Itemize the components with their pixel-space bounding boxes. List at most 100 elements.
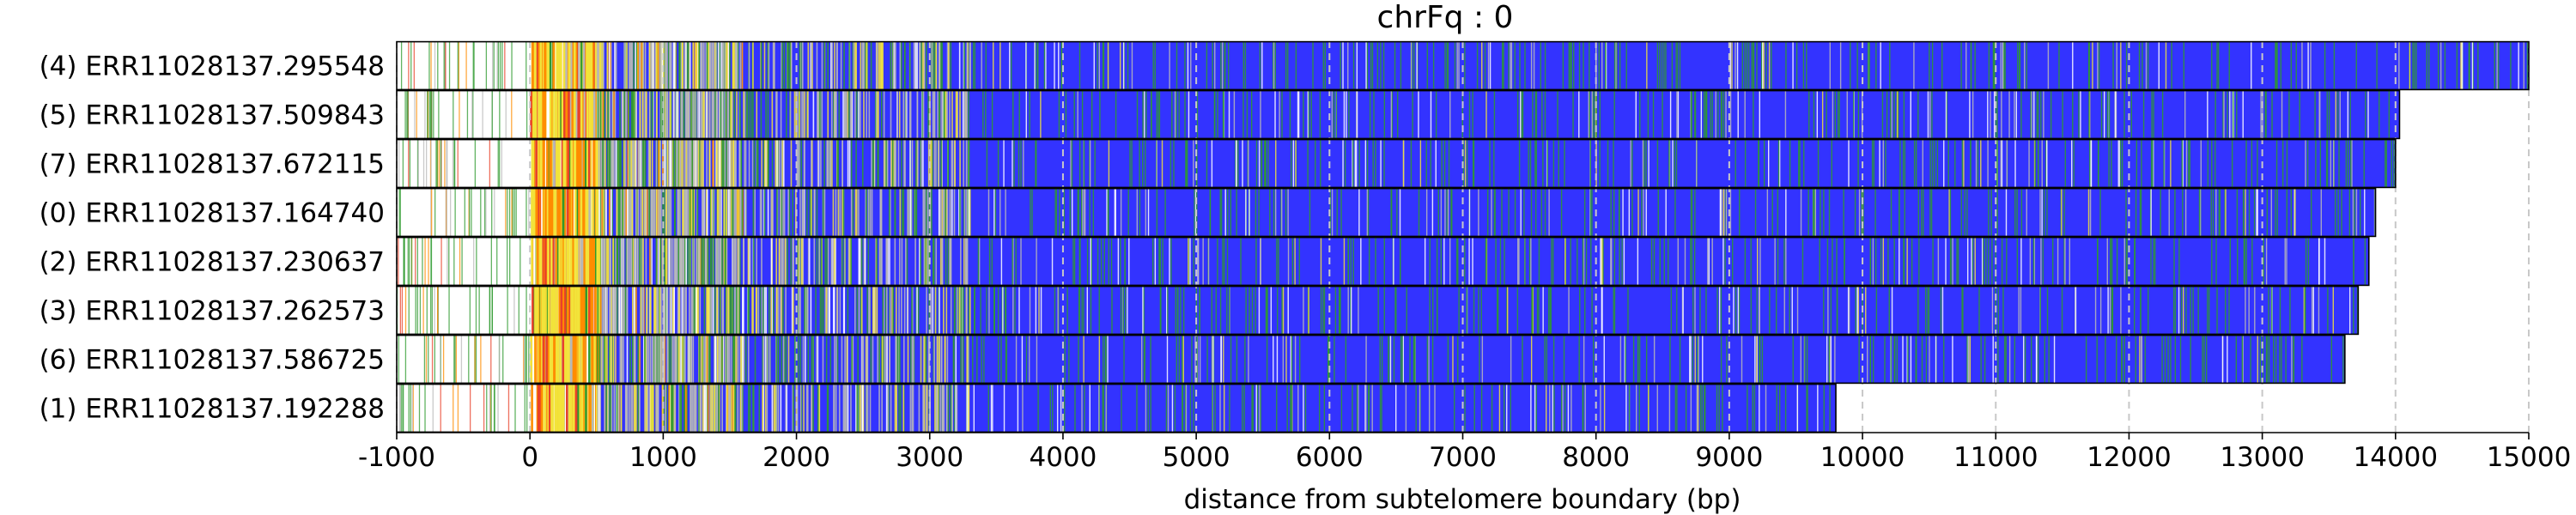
variant-mark <box>732 188 733 237</box>
variant-mark <box>1040 90 1042 139</box>
variant-mark <box>565 41 568 90</box>
variant-mark <box>429 286 432 335</box>
variant-mark <box>1397 90 1399 139</box>
variant-mark <box>678 139 680 188</box>
variant-mark <box>1530 335 1533 384</box>
variant-mark <box>896 335 899 384</box>
variant-mark <box>611 286 612 335</box>
variant-mark <box>1411 41 1413 90</box>
variant-mark <box>856 384 859 433</box>
variant-mark <box>721 237 723 286</box>
variant-mark <box>1394 286 1396 335</box>
variant-mark <box>2109 286 2111 335</box>
variant-mark <box>629 41 632 90</box>
variant-mark <box>966 188 968 237</box>
variant-mark <box>925 188 927 237</box>
variant-mark <box>752 41 754 90</box>
variant-mark <box>2151 90 2153 139</box>
variant-mark <box>690 139 692 188</box>
variant-mark <box>775 139 776 188</box>
variant-mark <box>2134 286 2136 335</box>
variant-mark <box>1585 237 1588 286</box>
variant-mark <box>1744 139 1747 188</box>
variant-mark <box>866 41 867 90</box>
telomere-repeat-block <box>596 384 1837 433</box>
variant-mark <box>2026 188 2027 237</box>
variant-mark <box>764 335 767 384</box>
variant-mark <box>665 384 667 433</box>
variant-mark <box>608 188 611 237</box>
variant-mark <box>669 90 671 139</box>
variant-mark <box>751 139 754 188</box>
variant-mark <box>780 286 781 335</box>
variant-mark <box>1489 41 1492 90</box>
variant-mark <box>752 286 754 335</box>
variant-mark <box>2164 335 2166 384</box>
variant-mark <box>708 90 711 139</box>
variant-mark <box>1356 90 1358 139</box>
variant-mark <box>1449 237 1451 286</box>
variant-mark <box>2030 90 2032 139</box>
variant-mark <box>932 90 934 139</box>
variant-mark <box>939 90 940 139</box>
variant-mark <box>1540 188 1543 237</box>
variant-mark <box>860 286 862 335</box>
variant-mark <box>692 41 694 90</box>
variant-mark <box>499 139 501 188</box>
variant-mark <box>774 41 775 90</box>
variant-mark <box>634 139 636 188</box>
variant-mark <box>717 286 719 335</box>
variant-mark <box>486 384 488 433</box>
variant-mark <box>1645 188 1647 237</box>
variant-mark <box>474 335 476 384</box>
variant-mark <box>1862 188 1864 237</box>
variant-mark <box>762 384 765 433</box>
variant-mark <box>1171 90 1173 139</box>
variant-mark <box>416 237 418 286</box>
variant-mark <box>542 90 544 139</box>
variant-mark <box>1665 188 1667 237</box>
variant-mark <box>1252 384 1255 433</box>
variant-mark <box>821 286 823 335</box>
variant-mark <box>1228 41 1230 90</box>
variant-mark <box>2324 237 2326 286</box>
variant-mark <box>1659 41 1661 90</box>
variant-mark <box>657 335 659 384</box>
variant-mark <box>920 335 922 384</box>
variant-mark <box>424 90 426 139</box>
variant-mark <box>1111 286 1113 335</box>
variant-mark <box>956 90 958 139</box>
variant-mark <box>739 41 742 90</box>
variant-mark <box>935 139 937 188</box>
variant-mark <box>2172 286 2175 335</box>
variant-mark <box>2412 41 2414 90</box>
variant-mark <box>966 335 969 384</box>
variant-mark <box>1528 237 1531 286</box>
variant-mark <box>1123 335 1125 384</box>
variant-mark <box>1001 286 1003 335</box>
variant-mark <box>736 188 738 237</box>
variant-mark <box>702 237 703 286</box>
variant-mark <box>960 237 962 286</box>
variant-mark <box>854 286 856 335</box>
variant-mark <box>673 237 676 286</box>
variant-mark <box>756 139 758 188</box>
variant-mark <box>1233 90 1236 139</box>
variant-mark <box>1534 188 1537 237</box>
variant-mark <box>1060 41 1063 90</box>
variant-mark <box>550 384 553 433</box>
variant-mark <box>946 41 949 90</box>
variant-mark <box>716 286 718 335</box>
variant-mark <box>1956 237 1958 286</box>
variant-mark <box>680 90 683 139</box>
variant-mark <box>1260 90 1261 139</box>
variant-mark <box>1796 286 1799 335</box>
variant-mark <box>596 335 598 384</box>
variant-mark <box>1307 90 1309 139</box>
variant-mark <box>2120 41 2122 90</box>
variant-mark <box>726 41 729 90</box>
variant-mark <box>1518 139 1521 188</box>
variant-mark <box>1544 41 1546 90</box>
variant-mark <box>2161 335 2163 384</box>
